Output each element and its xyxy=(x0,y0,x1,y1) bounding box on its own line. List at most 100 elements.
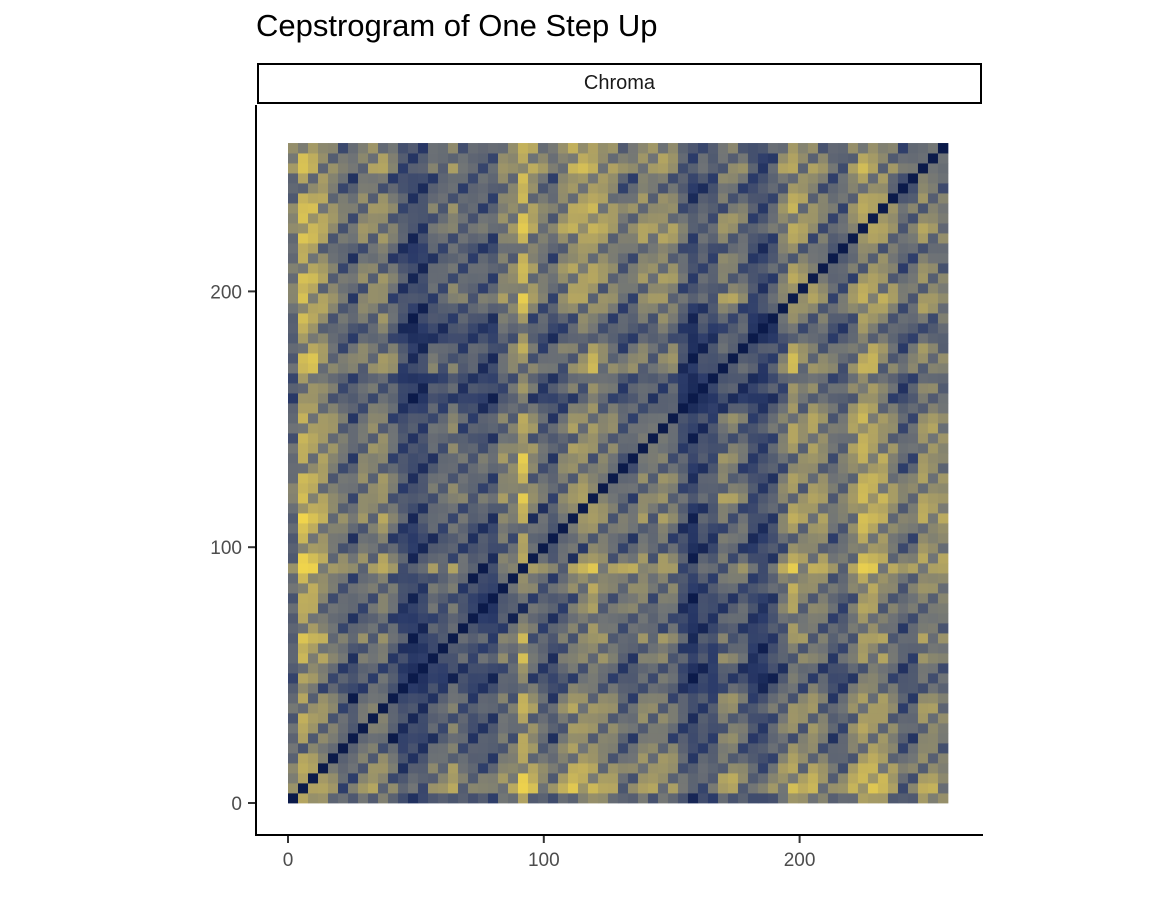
heatmap-cell xyxy=(907,313,919,324)
heatmap-cell xyxy=(617,153,629,164)
heatmap-cell xyxy=(817,643,829,654)
heatmap-cell xyxy=(567,373,579,384)
heatmap-cell xyxy=(717,293,729,304)
heatmap-cell xyxy=(527,233,539,244)
heatmap-cell xyxy=(557,353,569,364)
heatmap-cell xyxy=(288,153,299,164)
heatmap-cell xyxy=(857,413,869,424)
heatmap-cell xyxy=(407,303,419,314)
heatmap-cell xyxy=(757,783,769,794)
heatmap-cell xyxy=(637,403,649,414)
heatmap-cell xyxy=(527,683,539,694)
heatmap-cell xyxy=(298,143,309,154)
heatmap-cell xyxy=(358,563,369,574)
heatmap-cell xyxy=(457,513,469,524)
heatmap-cell xyxy=(637,323,649,334)
heatmap-cell xyxy=(527,663,539,674)
heatmap-cell xyxy=(447,183,459,194)
heatmap-cell xyxy=(517,713,529,724)
heatmap-cell xyxy=(667,423,679,434)
heatmap-cell xyxy=(447,713,459,724)
heatmap-cell xyxy=(397,713,409,724)
heatmap-cell xyxy=(547,693,559,704)
heatmap-cell xyxy=(328,743,339,754)
heatmap-cell xyxy=(577,673,589,684)
heatmap-cell xyxy=(727,703,739,714)
heatmap-cell xyxy=(667,413,679,424)
heatmap-cell xyxy=(637,233,649,244)
heatmap-cell xyxy=(527,143,539,154)
heatmap-cell xyxy=(607,153,619,164)
heatmap-cell xyxy=(567,353,579,364)
heatmap-cell xyxy=(697,333,709,344)
heatmap-cell xyxy=(288,253,299,264)
heatmap-cell xyxy=(527,543,539,554)
heatmap-cell xyxy=(338,783,349,794)
heatmap-cell xyxy=(447,583,459,594)
heatmap-cell xyxy=(397,433,409,444)
heatmap-cell xyxy=(707,773,719,784)
heatmap-cell xyxy=(517,303,529,314)
heatmap-cell xyxy=(467,453,479,464)
heatmap-cell xyxy=(507,643,519,654)
heatmap-cell xyxy=(467,363,479,374)
heatmap-cell xyxy=(567,383,579,394)
heatmap-cell xyxy=(717,763,729,774)
heatmap-cell xyxy=(837,673,849,684)
heatmap-cell xyxy=(387,763,399,774)
heatmap-cell xyxy=(867,633,879,644)
heatmap-cell xyxy=(607,173,619,184)
heatmap-cell xyxy=(358,793,369,804)
heatmap-cell xyxy=(607,763,619,774)
heatmap-cell xyxy=(437,733,449,744)
heatmap-cell xyxy=(847,373,859,384)
heatmap-cell xyxy=(437,363,449,374)
heatmap-cell xyxy=(397,743,409,754)
heatmap-cell xyxy=(917,213,929,224)
heatmap-cell xyxy=(407,783,419,794)
heatmap-cell xyxy=(517,673,529,684)
heatmap-cell xyxy=(787,543,799,554)
heatmap-cell xyxy=(308,283,319,294)
heatmap-cell xyxy=(477,403,489,414)
heatmap-cell xyxy=(527,163,539,174)
heatmap-cell xyxy=(817,723,829,734)
heatmap-cell xyxy=(617,473,629,484)
heatmap-cell xyxy=(437,563,449,574)
heatmap-cell xyxy=(637,493,649,504)
heatmap-cell xyxy=(348,233,359,244)
heatmap-cell xyxy=(358,343,369,354)
heatmap-cell xyxy=(877,233,889,244)
heatmap-cell xyxy=(507,353,519,364)
heatmap-cell xyxy=(577,233,589,244)
heatmap-cell xyxy=(387,303,399,314)
heatmap-cell xyxy=(757,223,769,234)
heatmap-cell xyxy=(767,733,779,744)
heatmap-cell xyxy=(937,233,949,244)
heatmap-cell xyxy=(387,263,399,274)
heatmap-cell xyxy=(577,313,589,324)
heatmap-cell xyxy=(917,473,929,484)
heatmap-cell xyxy=(687,603,699,614)
heatmap-cell xyxy=(867,183,879,194)
heatmap-cell xyxy=(437,453,449,464)
heatmap-cell xyxy=(827,363,839,374)
heatmap-cell xyxy=(487,743,499,754)
heatmap-cell xyxy=(288,213,299,224)
heatmap-cell xyxy=(447,363,459,374)
heatmap-cell xyxy=(647,353,659,364)
heatmap-cell xyxy=(877,783,889,794)
heatmap-cell xyxy=(837,353,849,364)
heatmap-cell xyxy=(427,333,439,344)
heatmap-cell xyxy=(827,213,839,224)
heatmap-cell xyxy=(467,203,479,214)
heatmap-cell xyxy=(797,593,809,604)
heatmap-cell xyxy=(837,413,849,424)
heatmap-cell xyxy=(907,153,919,164)
heatmap-cell xyxy=(537,423,549,434)
heatmap-cell xyxy=(308,303,319,314)
heatmap-cell xyxy=(417,413,429,424)
heatmap-cell xyxy=(567,263,579,274)
heatmap-cell xyxy=(757,373,769,384)
heatmap-cell xyxy=(787,613,799,624)
